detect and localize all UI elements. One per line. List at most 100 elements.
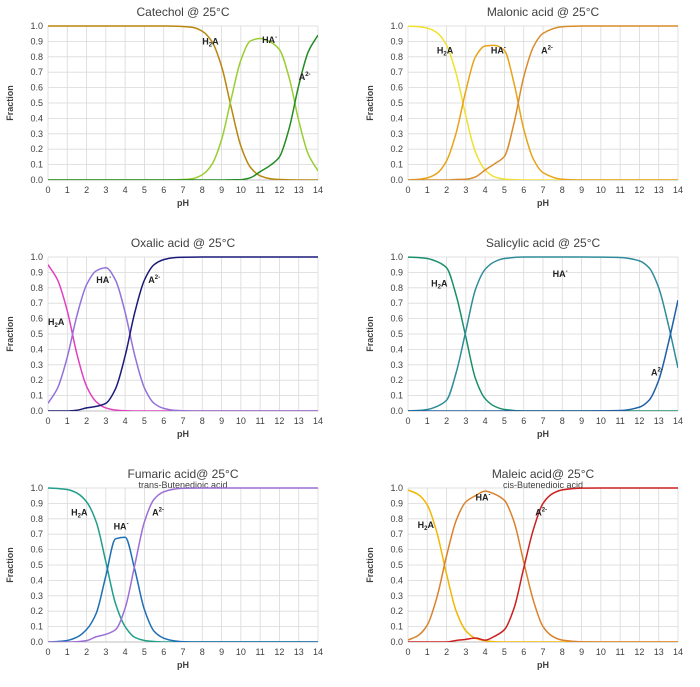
x-axis-title: pH xyxy=(537,429,549,439)
x-tick-label: 13 xyxy=(654,185,664,195)
series-line-a2- xyxy=(408,299,678,411)
x-tick-label: 3 xyxy=(103,647,108,657)
y-tick-label: 0.5 xyxy=(30,560,43,570)
y-tick-label: 0.7 xyxy=(30,67,43,77)
y-axis-title: Fraction xyxy=(365,85,375,121)
chart-panel-malonic: 0 1 2 3 4 5 6 7 8 9 10 11 12 13 140.00.10.20.30.40.50.… xyxy=(365,5,683,208)
y-tick-labels: 0.0 0.1 0.2 0.3 0.4 0.5 0.6 0.7 0.8 0.9 1.0 xyxy=(30,21,43,185)
y-tick-label: 0.4 xyxy=(30,344,43,354)
x-tick-label: 8 xyxy=(200,416,205,426)
gridlines xyxy=(47,487,319,643)
y-tick-labels: 0.0 0.1 0.2 0.3 0.4 0.5 0.6 0.7 0.8 0.9 1.0 xyxy=(390,483,403,647)
species-label: H2A xyxy=(48,317,65,329)
chart-panel-catechol: 0 1 2 3 4 5 6 7 8 9 10 11 12 13 140.00.10.20.30.40.50.… xyxy=(5,5,323,208)
y-axis-title: Fraction xyxy=(5,85,15,121)
species-label: HA- xyxy=(491,46,506,56)
x-tick-label: 13 xyxy=(294,416,304,426)
x-tick-label: 11 xyxy=(615,185,624,195)
series-line-ha- xyxy=(408,256,678,411)
x-tick-label: 10 xyxy=(596,416,606,426)
y-tick-label: 1.0 xyxy=(30,483,43,493)
x-tick-label: 8 xyxy=(200,185,205,195)
y-tick-label: 0.5 xyxy=(30,98,43,108)
x-axis-title: pH xyxy=(537,198,549,208)
y-tick-label: 0.5 xyxy=(390,329,403,339)
species-label: H2A xyxy=(431,278,448,290)
species-label: A2- xyxy=(148,275,160,285)
x-axis-title: pH xyxy=(537,660,549,670)
x-tick-label: 0 xyxy=(405,416,410,426)
x-tick-label: 10 xyxy=(236,647,246,657)
x-tick-label: 0 xyxy=(405,647,410,657)
series-line-h2a xyxy=(48,487,318,642)
species-label: H2A xyxy=(437,46,454,58)
y-tick-label: 0.9 xyxy=(390,36,403,46)
y-tick-label: 1.0 xyxy=(390,21,403,31)
y-tick-label: 0.3 xyxy=(390,591,403,601)
y-tick-label: 0.9 xyxy=(30,267,43,277)
y-tick-label: 0.1 xyxy=(30,391,43,401)
x-tick-label: 2 xyxy=(84,416,89,426)
y-tick-label: 0.6 xyxy=(30,314,43,324)
y-tick-label: 0.4 xyxy=(30,113,43,123)
chart-title: Oxalic acid @ 25°C xyxy=(131,236,236,250)
species-labels: H2A HA- A2- xyxy=(202,35,310,82)
y-tick-labels: 0.0 0.1 0.2 0.3 0.4 0.5 0.6 0.7 0.8 0.9 1.0 xyxy=(30,252,43,416)
x-tick-label: 14 xyxy=(673,416,683,426)
gridlines xyxy=(407,256,679,412)
species-labels: H2A HA- A2- xyxy=(431,269,663,378)
y-tick-label: 0.2 xyxy=(30,375,43,385)
y-tick-label: 0.0 xyxy=(30,175,43,185)
x-tick-label: 0 xyxy=(45,416,50,426)
x-tick-label: 7 xyxy=(180,185,185,195)
x-tick-label: 9 xyxy=(219,416,224,426)
y-tick-label: 0.6 xyxy=(390,545,403,555)
x-tick-label: 5 xyxy=(502,185,507,195)
x-tick-label: 5 xyxy=(142,647,147,657)
series-group xyxy=(408,487,678,642)
x-tick-label: 11 xyxy=(615,647,624,657)
x-tick-label: 7 xyxy=(540,647,545,657)
x-tick-label: 1 xyxy=(425,416,430,426)
x-tick-label: 6 xyxy=(161,647,166,657)
series-line-ha- xyxy=(408,44,678,180)
series-line-a2- xyxy=(48,487,318,642)
x-tick-label: 11 xyxy=(255,185,264,195)
y-tick-label: 0.4 xyxy=(30,575,43,585)
y-tick-label: 0.7 xyxy=(30,529,43,539)
x-tick-label: 10 xyxy=(236,185,246,195)
x-tick-label: 12 xyxy=(274,185,284,195)
species-label: HA- xyxy=(262,35,277,45)
x-tick-label: 5 xyxy=(502,647,507,657)
y-tick-label: 0.1 xyxy=(30,622,43,632)
chart-title: Salicylic acid @ 25°C xyxy=(486,236,601,250)
y-tick-label: 0.1 xyxy=(390,391,403,401)
x-tick-label: 6 xyxy=(521,416,526,426)
y-tick-label: 0.4 xyxy=(390,113,403,123)
series-line-ha- xyxy=(408,490,678,642)
x-tick-label: 14 xyxy=(673,647,683,657)
x-tick-label: 13 xyxy=(654,416,664,426)
x-tick-label: 9 xyxy=(219,185,224,195)
species-label: H2A xyxy=(71,508,88,520)
species-labels: H2A HA- A2- xyxy=(418,492,547,532)
x-tick-label: 13 xyxy=(654,647,664,657)
y-tick-labels: 0.0 0.1 0.2 0.3 0.4 0.5 0.6 0.7 0.8 0.9 1.0 xyxy=(390,252,403,416)
species-labels: H2A HA- A2- xyxy=(71,508,164,532)
x-tick-label: 2 xyxy=(444,647,449,657)
series-line-h2a xyxy=(408,25,678,180)
species-label: A2- xyxy=(651,368,663,378)
y-tick-label: 0.4 xyxy=(390,344,403,354)
x-tick-label: 10 xyxy=(596,185,606,195)
x-tick-label: 5 xyxy=(502,416,507,426)
x-tick-label: 4 xyxy=(483,416,488,426)
x-tick-label: 0 xyxy=(45,647,50,657)
x-tick-label: 6 xyxy=(161,185,166,195)
x-tick-label: 12 xyxy=(634,647,644,657)
species-label: A2- xyxy=(299,72,311,82)
y-tick-label: 0.8 xyxy=(390,52,403,62)
x-tick-label: 14 xyxy=(673,185,683,195)
y-axis-title: Fraction xyxy=(365,316,375,352)
y-tick-label: 0.8 xyxy=(30,52,43,62)
x-tick-label: 6 xyxy=(521,185,526,195)
